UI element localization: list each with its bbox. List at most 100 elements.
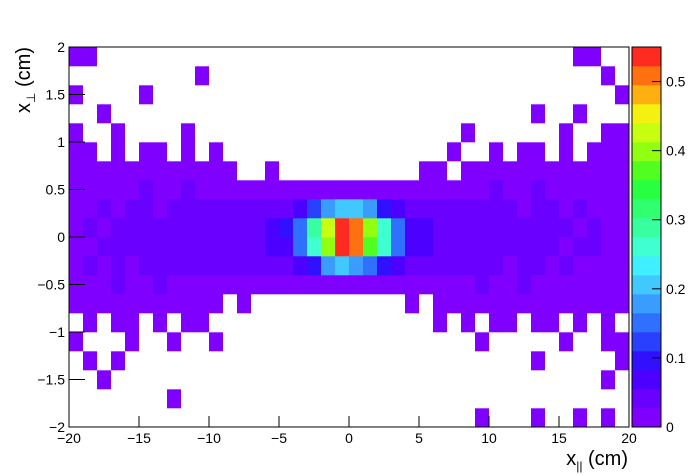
heat-cell xyxy=(349,104,364,124)
heat-cell xyxy=(181,389,196,409)
heat-cell xyxy=(447,142,462,162)
heat-cell xyxy=(125,142,140,162)
heat-cell xyxy=(489,256,504,276)
heat-cell xyxy=(265,313,280,333)
heat-cell xyxy=(293,294,308,314)
heat-cell xyxy=(209,332,224,352)
heat-cell xyxy=(69,351,84,371)
heat-cell xyxy=(475,351,490,371)
heat-cell xyxy=(349,199,364,219)
heat-cell xyxy=(349,370,364,390)
heat-cell xyxy=(601,123,616,143)
heat-cell xyxy=(517,389,532,409)
heat-cell xyxy=(587,256,602,276)
heat-cell xyxy=(503,47,518,67)
heat-cell xyxy=(321,161,336,181)
heat-cell xyxy=(293,389,308,409)
heat-cell xyxy=(139,218,154,238)
heat-cell xyxy=(447,389,462,409)
heat-cell xyxy=(531,66,546,86)
heat-cell xyxy=(377,351,392,371)
heat-cell xyxy=(195,142,210,162)
heat-cell xyxy=(181,104,196,124)
heat-cell xyxy=(405,180,420,200)
heat-cell xyxy=(293,313,308,333)
heat-cell xyxy=(153,47,168,67)
heat-cell xyxy=(279,104,294,124)
heat-cell xyxy=(433,199,448,219)
colorbar-tick-label: 0 xyxy=(666,419,674,435)
heat-cell xyxy=(391,237,406,257)
heat-cell xyxy=(475,104,490,124)
heat-cell xyxy=(363,389,378,409)
heat-cell xyxy=(391,256,406,276)
heat-cell xyxy=(223,256,238,276)
heat-cell xyxy=(167,294,182,314)
heat-cell xyxy=(461,47,476,67)
heat-cell xyxy=(69,142,84,162)
heat-cell xyxy=(181,180,196,200)
heat-cell xyxy=(181,47,196,67)
heat-cell xyxy=(433,123,448,143)
heat-cell xyxy=(265,408,280,428)
heat-cell xyxy=(377,408,392,428)
heat-cell xyxy=(573,256,588,276)
heat-cell xyxy=(111,104,126,124)
heat-cell xyxy=(167,142,182,162)
heat-cell xyxy=(475,237,490,257)
heat-cell xyxy=(503,104,518,124)
heat-cell xyxy=(559,218,574,238)
x-tick-label: −10 xyxy=(197,430,221,446)
heat-cell xyxy=(69,218,84,238)
heat-cell xyxy=(153,180,168,200)
heat-cell xyxy=(489,237,504,257)
heat-cell xyxy=(167,218,182,238)
heat-cell xyxy=(573,408,588,428)
heat-cell xyxy=(545,47,560,67)
heat-cell xyxy=(517,161,532,181)
heat-cell xyxy=(111,199,126,219)
heat-cell xyxy=(447,180,462,200)
heat-cell xyxy=(265,275,280,295)
heat-cell xyxy=(223,218,238,238)
heat-cell xyxy=(195,256,210,276)
heat-cell xyxy=(223,351,238,371)
heat-cell xyxy=(489,66,504,86)
heat-cell xyxy=(587,370,602,390)
heat-cell xyxy=(391,294,406,314)
heat-cell xyxy=(433,294,448,314)
heat-cell xyxy=(531,123,546,143)
heat-cell xyxy=(559,237,574,257)
heat-cell xyxy=(405,199,420,219)
x-tick-label: −15 xyxy=(127,430,151,446)
heat-cell xyxy=(237,47,252,67)
heat-cell xyxy=(83,351,98,371)
heat-cell xyxy=(405,408,420,428)
heat-cell xyxy=(475,199,490,219)
heat-cell xyxy=(111,370,126,390)
heat-cell xyxy=(405,256,420,276)
heat-cell xyxy=(195,66,210,86)
heat-cell xyxy=(223,313,238,333)
heat-cell xyxy=(531,104,546,124)
heat-cell xyxy=(363,199,378,219)
heat-cell xyxy=(153,275,168,295)
x-title-unit: (cm) xyxy=(582,448,628,470)
heat-cell xyxy=(377,275,392,295)
heat-cell xyxy=(545,313,560,333)
heat-cell xyxy=(279,218,294,238)
heat-cell xyxy=(83,408,98,428)
heat-cell xyxy=(83,256,98,276)
heat-cell xyxy=(279,85,294,105)
heat-cell xyxy=(153,66,168,86)
heat-cell xyxy=(531,85,546,105)
heat-cell xyxy=(559,47,574,67)
heat-cell xyxy=(153,313,168,333)
heat-cell xyxy=(391,66,406,86)
heat-cell xyxy=(293,142,308,162)
heat-cell xyxy=(237,256,252,276)
heat-cell xyxy=(573,218,588,238)
heat-cell xyxy=(573,180,588,200)
heat-cell xyxy=(489,332,504,352)
heat-cell xyxy=(265,104,280,124)
